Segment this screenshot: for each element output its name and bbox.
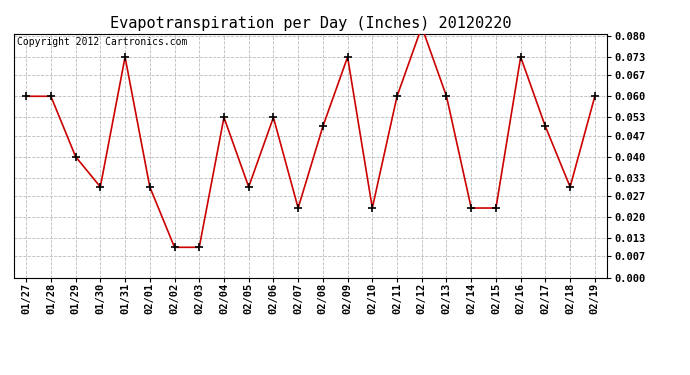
Title: Evapotranspiration per Day (Inches) 20120220: Evapotranspiration per Day (Inches) 2012… <box>110 16 511 31</box>
Text: Copyright 2012 Cartronics.com: Copyright 2012 Cartronics.com <box>17 38 187 47</box>
